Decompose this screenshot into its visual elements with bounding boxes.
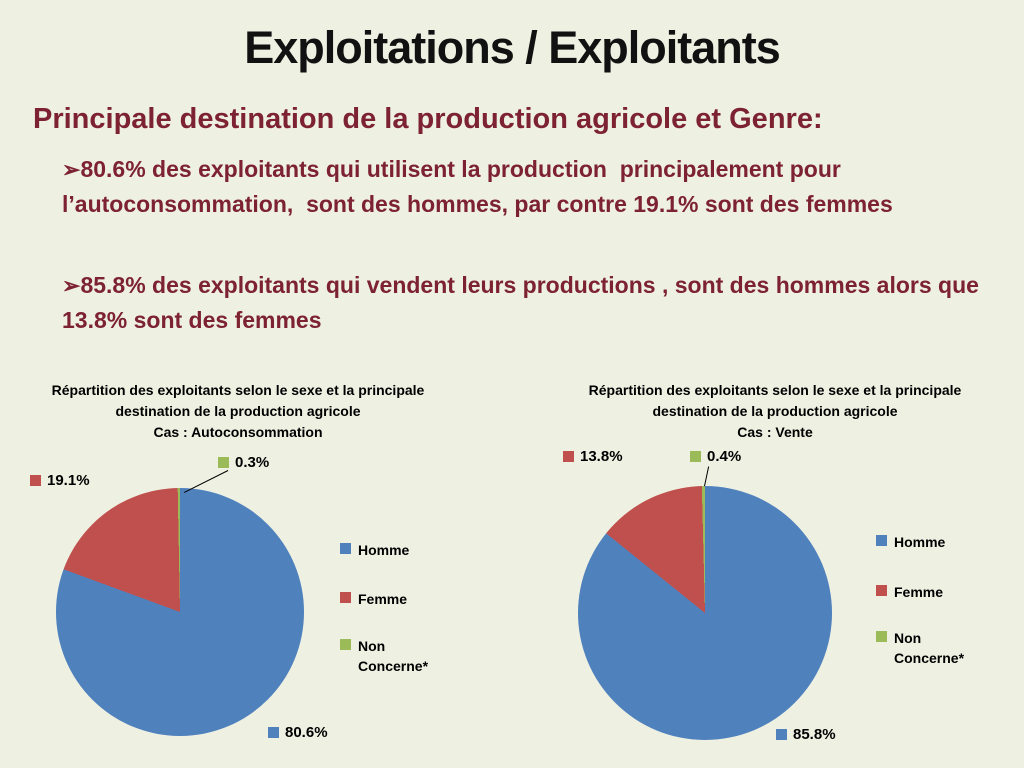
homme-marker-icon: [776, 729, 787, 740]
femme-marker-icon: [30, 475, 41, 486]
legend-item-homme: Homme: [340, 540, 409, 560]
legend-label: Non Concerne*: [894, 630, 965, 667]
leader-line: [704, 466, 710, 487]
legend-item-femme: Femme: [876, 582, 943, 602]
bullet-item-autoconsommation: ➢80.6% des exploitants qui utilisent la …: [62, 152, 1002, 221]
non-concerne-marker-icon: [876, 631, 887, 642]
legend-label: Homme: [358, 542, 410, 558]
bullet-text: 85.8% des exploitants qui vendent leurs …: [62, 272, 986, 333]
legend-item-femme: Femme: [340, 589, 407, 609]
leader-line: [184, 470, 229, 493]
chart-case-label: Cas : Vente: [737, 424, 813, 440]
data-label-value: 19.1%: [47, 472, 90, 489]
non-concerne-marker-icon: [690, 451, 701, 462]
slide-subtitle: Principale destination de la production …: [33, 103, 823, 135]
homme-marker-icon: [340, 543, 351, 554]
data-label-value: 13.8%: [580, 448, 623, 465]
legend-item-non-concerne: Non Concerne*: [876, 628, 976, 669]
chart-title: Répartition des exploitants selon le sex…: [588, 382, 962, 419]
data-label-homme: 85.8%: [776, 726, 836, 743]
legend-label: Femme: [358, 591, 408, 607]
femme-marker-icon: [876, 585, 887, 596]
homme-marker-icon: [876, 535, 887, 546]
legend-label: Non Concerne*: [358, 638, 429, 675]
arrow-bullet-icon: ➢: [62, 157, 81, 182]
data-label-value: 80.6%: [285, 724, 328, 741]
non-concerne-marker-icon: [218, 457, 229, 468]
pie: [578, 486, 832, 740]
data-label-value: 0.3%: [235, 454, 270, 471]
pie-chart-vente: Répartition des exploitants selon le sex…: [530, 374, 1024, 768]
slide-title: Exploitations / Exploitants: [244, 22, 781, 73]
legend-item-non-concerne: Non Concerne*: [340, 636, 440, 677]
chart-case-label: Cas : Autoconsommation: [153, 424, 323, 440]
data-label-femme: 19.1%: [30, 472, 90, 489]
data-label-femme: 13.8%: [563, 448, 623, 465]
arrow-bullet-icon: ➢: [62, 273, 81, 298]
legend-label: Homme: [894, 534, 946, 550]
data-label-non-concerne: 0.4%: [690, 448, 741, 465]
pie-chart-autoconsommation: Répartition des exploitants selon le sex…: [18, 374, 518, 768]
pie: [56, 488, 304, 736]
data-label-value: 85.8%: [793, 726, 836, 743]
femme-marker-icon: [563, 451, 574, 462]
femme-marker-icon: [340, 592, 351, 603]
legend-item-homme: Homme: [876, 532, 945, 552]
data-label-homme: 80.6%: [268, 724, 328, 741]
data-label-non-concerne: 0.3%: [218, 454, 269, 471]
bullet-text: 80.6% des exploitants qui utilisent la p…: [62, 156, 893, 217]
legend-label: Femme: [894, 584, 944, 600]
homme-marker-icon: [268, 727, 279, 738]
non-concerne-marker-icon: [340, 639, 351, 650]
chart-title: Répartition des exploitants selon le sex…: [51, 382, 425, 419]
bullet-item-vente: ➢85.8% des exploitants qui vendent leurs…: [62, 268, 1002, 337]
data-label-value: 0.4%: [707, 448, 742, 465]
